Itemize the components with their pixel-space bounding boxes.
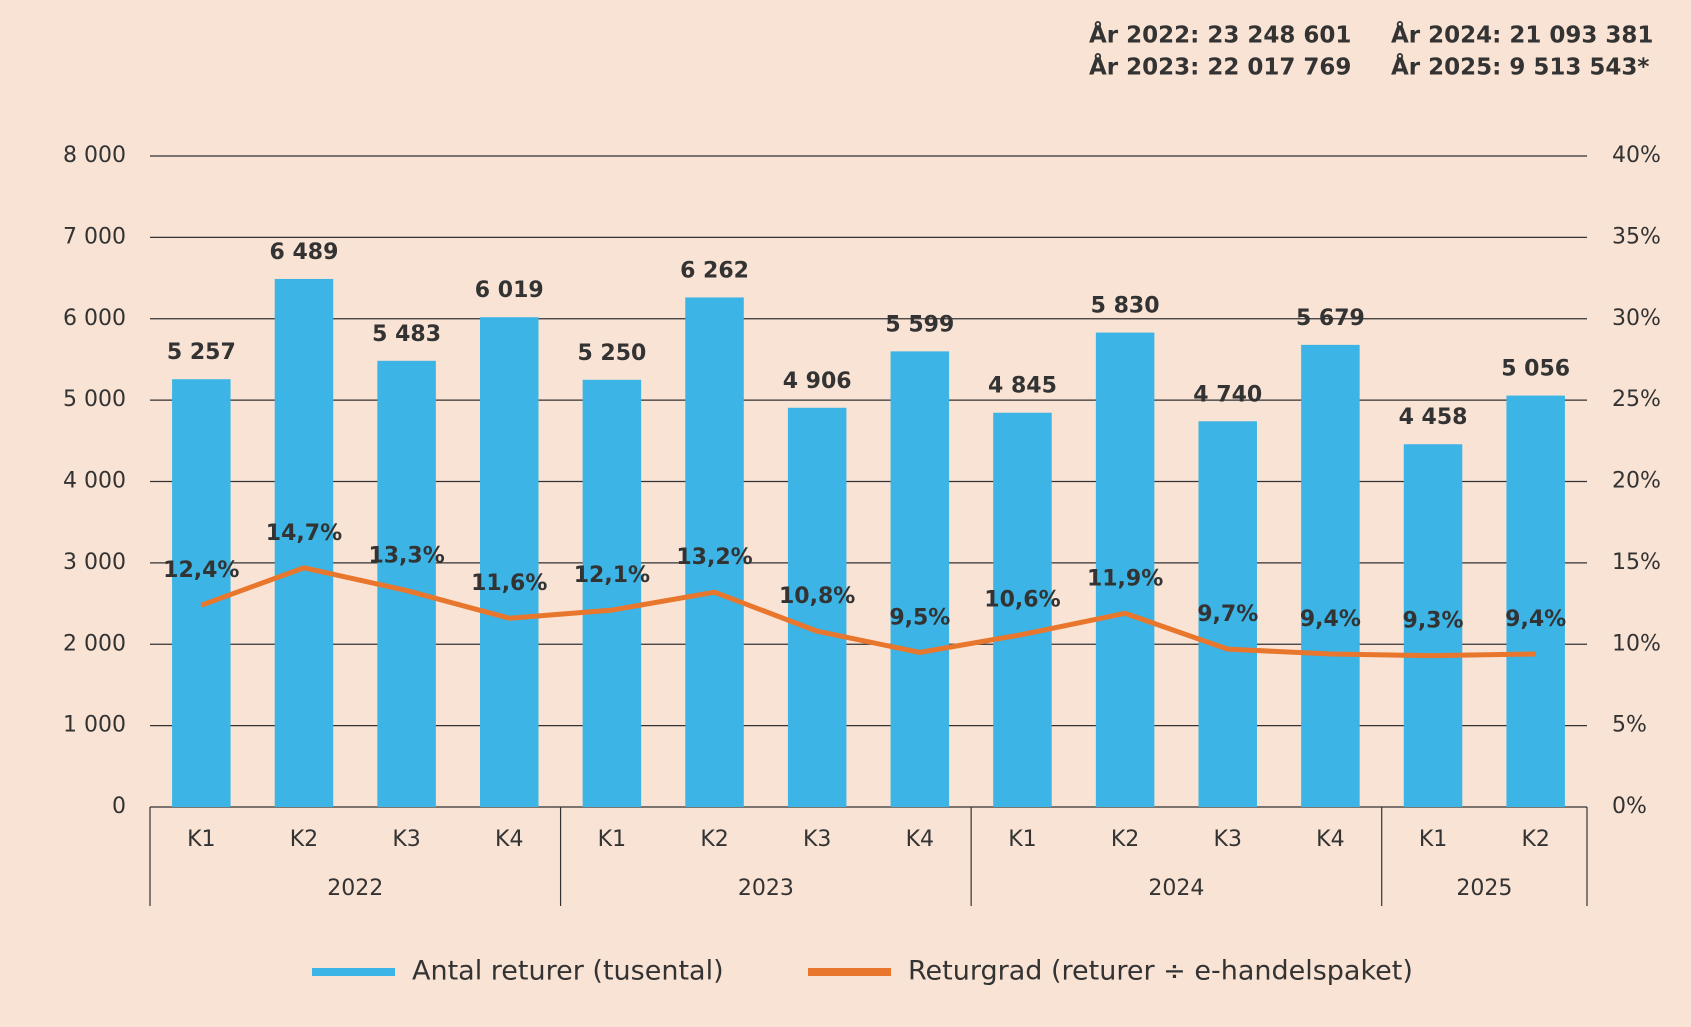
y2-tick-label: 5%: [1612, 713, 1647, 738]
annotation: År 2025: 9 513 543*: [1391, 53, 1649, 81]
line-value-label: 10,8%: [779, 584, 855, 609]
line-value-label: 9,4%: [1505, 607, 1566, 632]
x-tick-label: K1: [1008, 827, 1036, 852]
y2-tick-label: 35%: [1612, 224, 1661, 249]
y-tick-label: 6 000: [63, 306, 126, 331]
x-tick-label: K3: [392, 827, 420, 852]
bar-value-label: 4 906: [783, 369, 852, 394]
line-value-label: 11,9%: [1087, 566, 1163, 591]
legend-label: Antal returer (tusental): [412, 956, 724, 987]
y-tick-label: 8 000: [63, 143, 126, 168]
line-value-label: 11,6%: [471, 571, 547, 596]
y2-tick-label: 25%: [1612, 387, 1661, 412]
x-tick-label: K2: [290, 827, 318, 852]
legend-label: Returgrad (returer ÷ e-handelspaket): [908, 956, 1413, 987]
bar: [274, 278, 334, 807]
bar: [479, 317, 539, 807]
bar: [1403, 444, 1463, 807]
bar-value-label: 6 019: [475, 278, 544, 303]
x-tick-label: K4: [495, 827, 523, 852]
bar-value-label: 5 599: [885, 312, 954, 337]
y2-tick-label: 0%: [1612, 794, 1647, 819]
bar: [685, 297, 744, 807]
line: [200, 565, 1536, 659]
bar-value-label: 5 257: [167, 340, 236, 365]
group-label: 2022: [327, 876, 383, 901]
y-tick-label: 1 000: [63, 713, 126, 738]
y-tick-label: 5 000: [63, 387, 126, 412]
line-value-label: 10,6%: [984, 587, 1060, 612]
bar: [993, 412, 1052, 807]
bar-value-label: 5 679: [1296, 306, 1365, 331]
group-label: 2024: [1148, 876, 1204, 901]
line-value-label: 14,7%: [266, 521, 342, 546]
x-tick-label: K3: [803, 827, 831, 852]
bar-value-label: 6 489: [270, 240, 339, 265]
group-label: 2023: [738, 876, 794, 901]
bar: [1506, 395, 1565, 807]
bar-value-label: 5 056: [1501, 357, 1570, 382]
annotation: År 2023: 22 017 769: [1089, 53, 1351, 81]
bar-value-label: 5 830: [1091, 294, 1160, 319]
line-value-label: 9,4%: [1300, 607, 1361, 632]
bar-value-label: 5 483: [372, 322, 441, 347]
x-tick-label: K1: [187, 827, 215, 852]
y2-tick-label: 15%: [1612, 550, 1661, 575]
annotation: År 2024: 21 093 381: [1391, 21, 1653, 49]
x-tick-label: K1: [598, 827, 626, 852]
line-value-label: 9,5%: [889, 605, 950, 630]
bar-value-label: 4 740: [1193, 382, 1262, 407]
bar-value-label: 6 262: [680, 258, 749, 283]
annotation: År 2022: 23 248 601: [1089, 21, 1351, 49]
bar: [1095, 332, 1155, 807]
x-tick-label: K3: [1214, 827, 1242, 852]
line-value-label: 9,7%: [1197, 602, 1258, 627]
line-value-label: 12,1%: [574, 563, 650, 588]
bar: [890, 351, 950, 807]
line-value-label: 13,2%: [676, 545, 752, 570]
y-tick-label: 2 000: [63, 631, 126, 656]
x-tick-label: K2: [1111, 827, 1139, 852]
y-tick-label: 0: [112, 794, 126, 819]
x-tick-label: K2: [1521, 827, 1549, 852]
line-value-label: 9,3%: [1403, 609, 1464, 634]
line-value-label: 12,4%: [163, 558, 239, 583]
x-tick-label: K1: [1419, 827, 1447, 852]
y2-tick-label: 30%: [1612, 306, 1661, 331]
y-tick-label: 3 000: [63, 550, 126, 575]
y-tick-label: 7 000: [63, 224, 126, 249]
bar: [582, 379, 642, 807]
line-value-label: 13,3%: [368, 544, 444, 569]
bar: [1198, 421, 1258, 807]
bar-value-label: 4 845: [988, 374, 1057, 399]
x-tick-label: K4: [1316, 827, 1344, 852]
y2-tick-label: 20%: [1612, 469, 1661, 494]
y2-tick-label: 40%: [1612, 143, 1661, 168]
bar: [787, 407, 847, 807]
bar: [172, 379, 231, 807]
y-tick-label: 4 000: [63, 469, 126, 494]
y2-tick-label: 10%: [1612, 631, 1661, 656]
bar-value-label: 4 458: [1399, 405, 1468, 430]
bar: [1301, 344, 1360, 807]
group-label: 2025: [1456, 876, 1512, 901]
x-tick-label: K2: [700, 827, 728, 852]
bar-value-label: 5 250: [577, 341, 646, 366]
x-tick-label: K4: [906, 827, 934, 852]
